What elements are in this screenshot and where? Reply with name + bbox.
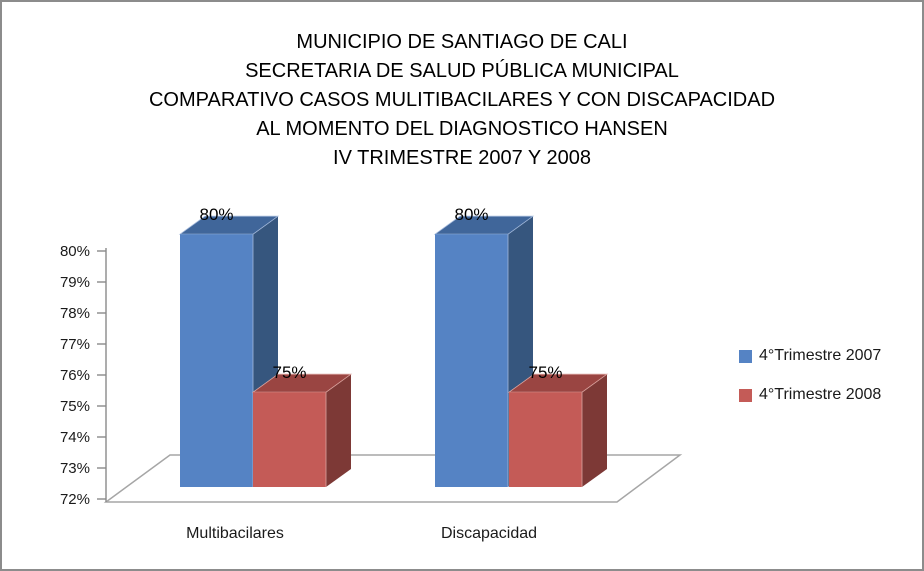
chart-title: MUNICIPIO DE SANTIAGO DE CALI SECRETARIA… — [2, 28, 922, 173]
chart-title-line-3: COMPARATIVO CASOS MULITIBACILARES Y CON … — [148, 89, 776, 111]
chart-title-line-4: AL MOMENTO DEL DIAGNOSTICO HANSEN — [256, 118, 668, 140]
y-axis-tick-label: 77% — [60, 336, 90, 353]
legend-label-2008: 4°Trimestre 2008 — [759, 386, 882, 403]
y-axis-tick-label: 75% — [60, 398, 90, 415]
y-axis-tick-label: 73% — [60, 460, 90, 477]
bar-front-face — [509, 392, 582, 487]
y-axis-tick-label: 72% — [60, 491, 90, 508]
y-axis-tick-label: 80% — [60, 243, 90, 260]
category-label-multibacilares: Multibacilares — [186, 525, 284, 542]
plot-floor — [103, 454, 683, 503]
bar-4-trimestre-2008-discapacidad — [507, 373, 609, 487]
y-axis-tick-label: 78% — [60, 305, 90, 322]
chart-title-line-2: SECRETARIA DE SALUD PÚBLICA MUNICIPAL — [245, 60, 679, 82]
legend-label-2007: 4°Trimestre 2007 — [759, 347, 882, 364]
chart-title-line-5: IV TRIMESTRE 2007 Y 2008 — [333, 147, 591, 169]
data-label: 80% — [454, 205, 488, 224]
y-axis-tick-label: 74% — [60, 429, 90, 446]
data-label: 80% — [199, 205, 233, 224]
legend-swatch-2007 — [739, 349, 752, 363]
data-label: 75% — [272, 363, 306, 382]
data-label: 75% — [528, 363, 562, 382]
bar-front-face — [435, 234, 508, 487]
bar-front-face — [253, 392, 326, 487]
bar-side-face — [326, 374, 351, 487]
bar-side-face — [582, 374, 607, 487]
y-axis-tick-label: 76% — [60, 367, 90, 384]
y-axis-tick-label: 79% — [60, 274, 90, 291]
legend-item-2007: 4°Trimestre 2007 — [739, 347, 881, 365]
bar-4-trimestre-2008-multibacilares — [251, 373, 353, 487]
bar-front-face — [180, 234, 253, 487]
bar-4-trimestre-2007-multibacilares — [178, 215, 280, 487]
legend-swatch-2008 — [739, 388, 752, 402]
category-label-discapacidad: Discapacidad — [441, 525, 537, 542]
chart-title-line-1: MUNICIPIO DE SANTIAGO DE CALI — [296, 31, 628, 53]
legend-item-2008: 4°Trimestre 2008 — [739, 386, 881, 404]
legend: 4°Trimestre 2007 4°Trimestre 2008 — [739, 347, 881, 404]
